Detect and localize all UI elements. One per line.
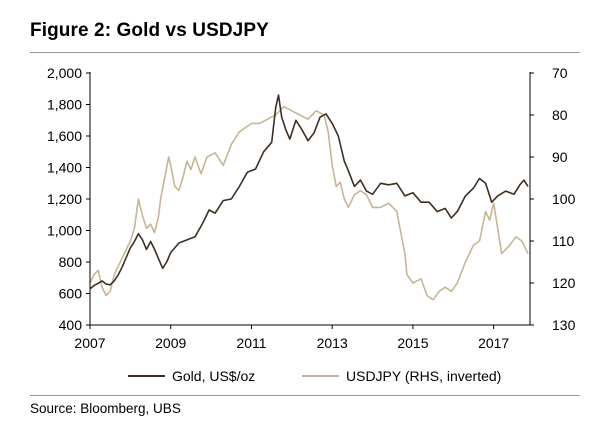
series-line-usdjpy: [89, 105, 529, 301]
right-tick-label: 70: [552, 65, 568, 81]
right-tick-label: 80: [552, 107, 568, 123]
x-tick-label: 2011: [236, 335, 266, 351]
source-note: Source: Bloomberg, UBS: [30, 401, 181, 416]
ticks-layer: 400 600 800 1,000 1,200 1,400 1,600 1,800 2,000 7…: [47, 65, 576, 351]
right-tick-label: 90: [552, 149, 568, 165]
legend-label-gold: Gold, US$/oz: [172, 368, 255, 384]
title-divider: [30, 52, 580, 53]
left-tick-label: 1,200: [47, 191, 82, 207]
x-tick-label: 2013: [317, 335, 348, 351]
legend: Gold, US$/oz USDJPY (RHS, inverted): [128, 368, 501, 384]
series-line-gold: [89, 94, 529, 290]
left-tick-label: 800: [59, 254, 83, 270]
figure-title: Figure 2: Gold vs USDJPY: [30, 20, 269, 41]
x-tick-label: 2017: [478, 335, 509, 351]
right-tick-label: 120: [552, 275, 576, 291]
legend-label-usdjpy: USDJPY (RHS, inverted): [346, 368, 501, 384]
left-tick-label: 1,800: [47, 97, 82, 113]
left-tick-label: 1,400: [47, 160, 82, 176]
left-tick-label: 1,600: [47, 128, 82, 144]
x-tick-label: 2015: [397, 335, 428, 351]
left-tick-label: 600: [59, 286, 83, 302]
x-tick-label: 2009: [155, 335, 186, 351]
left-tick-label: 1,000: [47, 223, 82, 239]
right-tick-label: 110: [552, 233, 575, 249]
right-tick-label: 100: [552, 191, 576, 207]
x-tick-label: 2007: [74, 335, 105, 351]
right-tick-label: 130: [552, 317, 576, 333]
left-tick-label: 2,000: [47, 65, 82, 81]
series-layer: [89, 94, 529, 301]
source-divider: [30, 395, 580, 396]
left-tick-label: 400: [59, 317, 83, 333]
gold-vs-usdjpy-chart: 400 600 800 1,000 1,200 1,400 1,600 1,800 2,000 7…: [47, 65, 576, 384]
